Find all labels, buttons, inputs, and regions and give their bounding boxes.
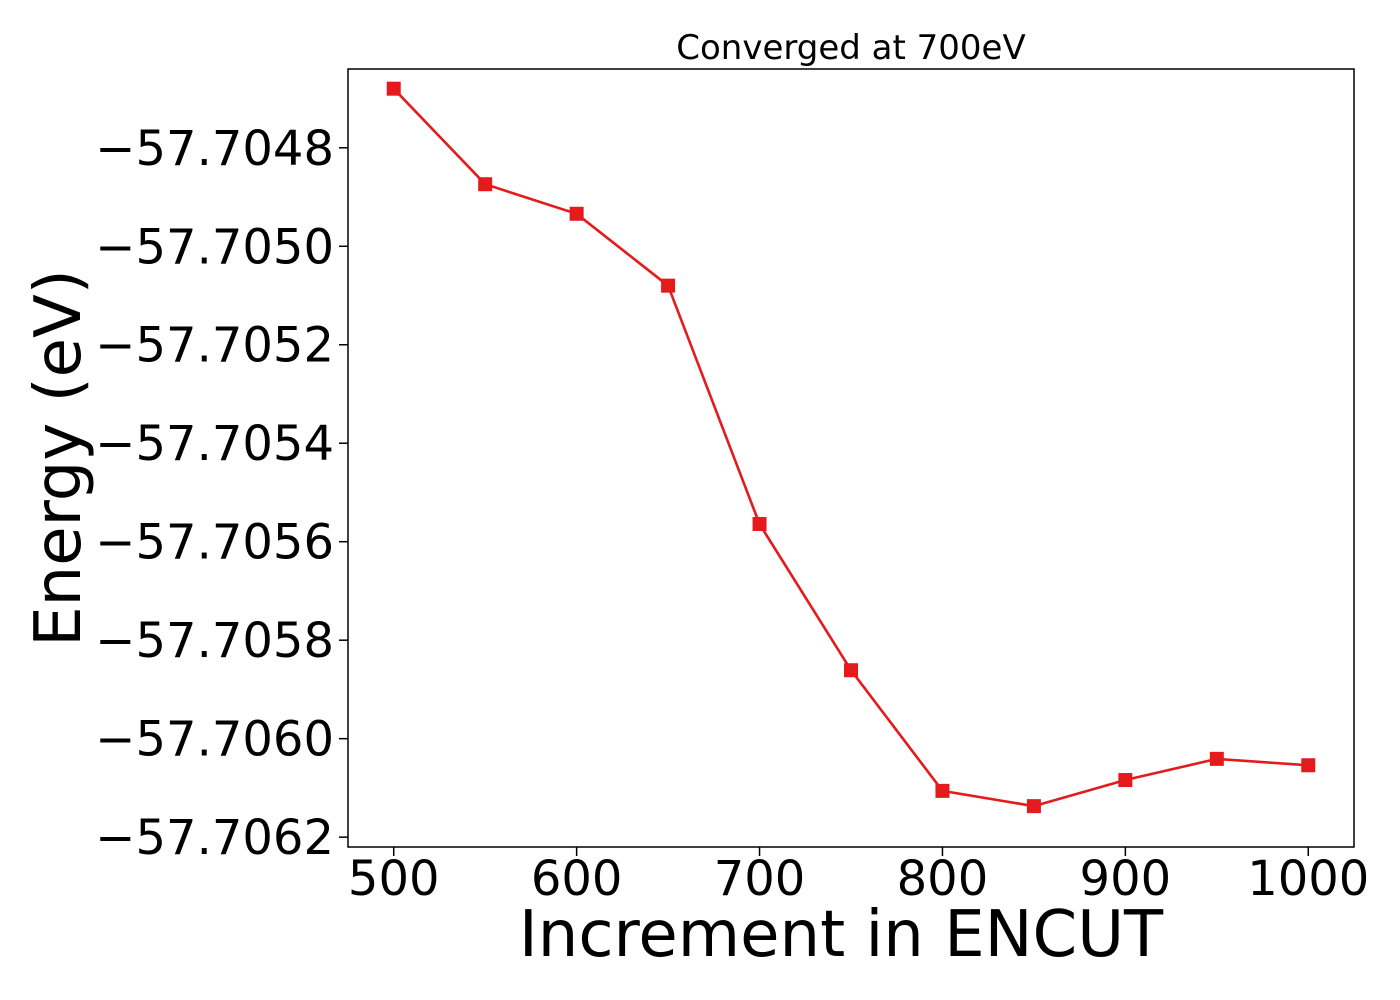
plot-frame bbox=[347, 68, 1355, 848]
data-point-marker bbox=[1118, 773, 1133, 788]
data-point-marker bbox=[752, 516, 767, 531]
y-tick-label: −57.7054 bbox=[95, 416, 334, 472]
y-tick-label: −57.7062 bbox=[95, 810, 334, 866]
data-point-marker bbox=[935, 783, 950, 798]
y-axis-label: Energy (eV) bbox=[22, 269, 96, 647]
x-axis-label: Increment in ENCUT bbox=[519, 898, 1164, 972]
y-tick-label: −57.7048 bbox=[95, 121, 334, 177]
data-point-marker bbox=[661, 278, 676, 293]
data-point-marker bbox=[1209, 751, 1224, 766]
x-tick-label: 1000 bbox=[1247, 851, 1369, 907]
y-tick-label: −57.7050 bbox=[95, 219, 334, 275]
x-tick-label: 900 bbox=[1080, 851, 1172, 907]
x-tick-label: 700 bbox=[714, 851, 806, 907]
x-tick-label: 500 bbox=[348, 851, 440, 907]
series-line bbox=[392, 87, 1309, 808]
x-tick-label: 800 bbox=[897, 851, 989, 907]
data-point-marker bbox=[569, 206, 584, 221]
data-point-marker bbox=[386, 81, 401, 96]
data-point-marker bbox=[844, 663, 858, 678]
chart-title: Converged at 700eV bbox=[676, 28, 1025, 68]
x-axis: 500 600 700 800 900 1000 bbox=[348, 847, 1369, 907]
data-point-marker bbox=[478, 177, 493, 192]
y-tick-label: −57.7052 bbox=[95, 318, 334, 374]
x-tick-label: 600 bbox=[531, 851, 623, 907]
data-point-marker bbox=[1026, 799, 1041, 814]
series-layer bbox=[386, 81, 1316, 814]
data-point-marker bbox=[1301, 758, 1316, 773]
y-tick-label: −57.7058 bbox=[95, 613, 334, 669]
y-axis: −57.7062 −57.7060 −57.7058 −57.7056 −57.7054… bbox=[95, 121, 348, 866]
y-tick-label: −57.7060 bbox=[95, 712, 334, 768]
y-tick-label: −57.7056 bbox=[95, 515, 334, 571]
